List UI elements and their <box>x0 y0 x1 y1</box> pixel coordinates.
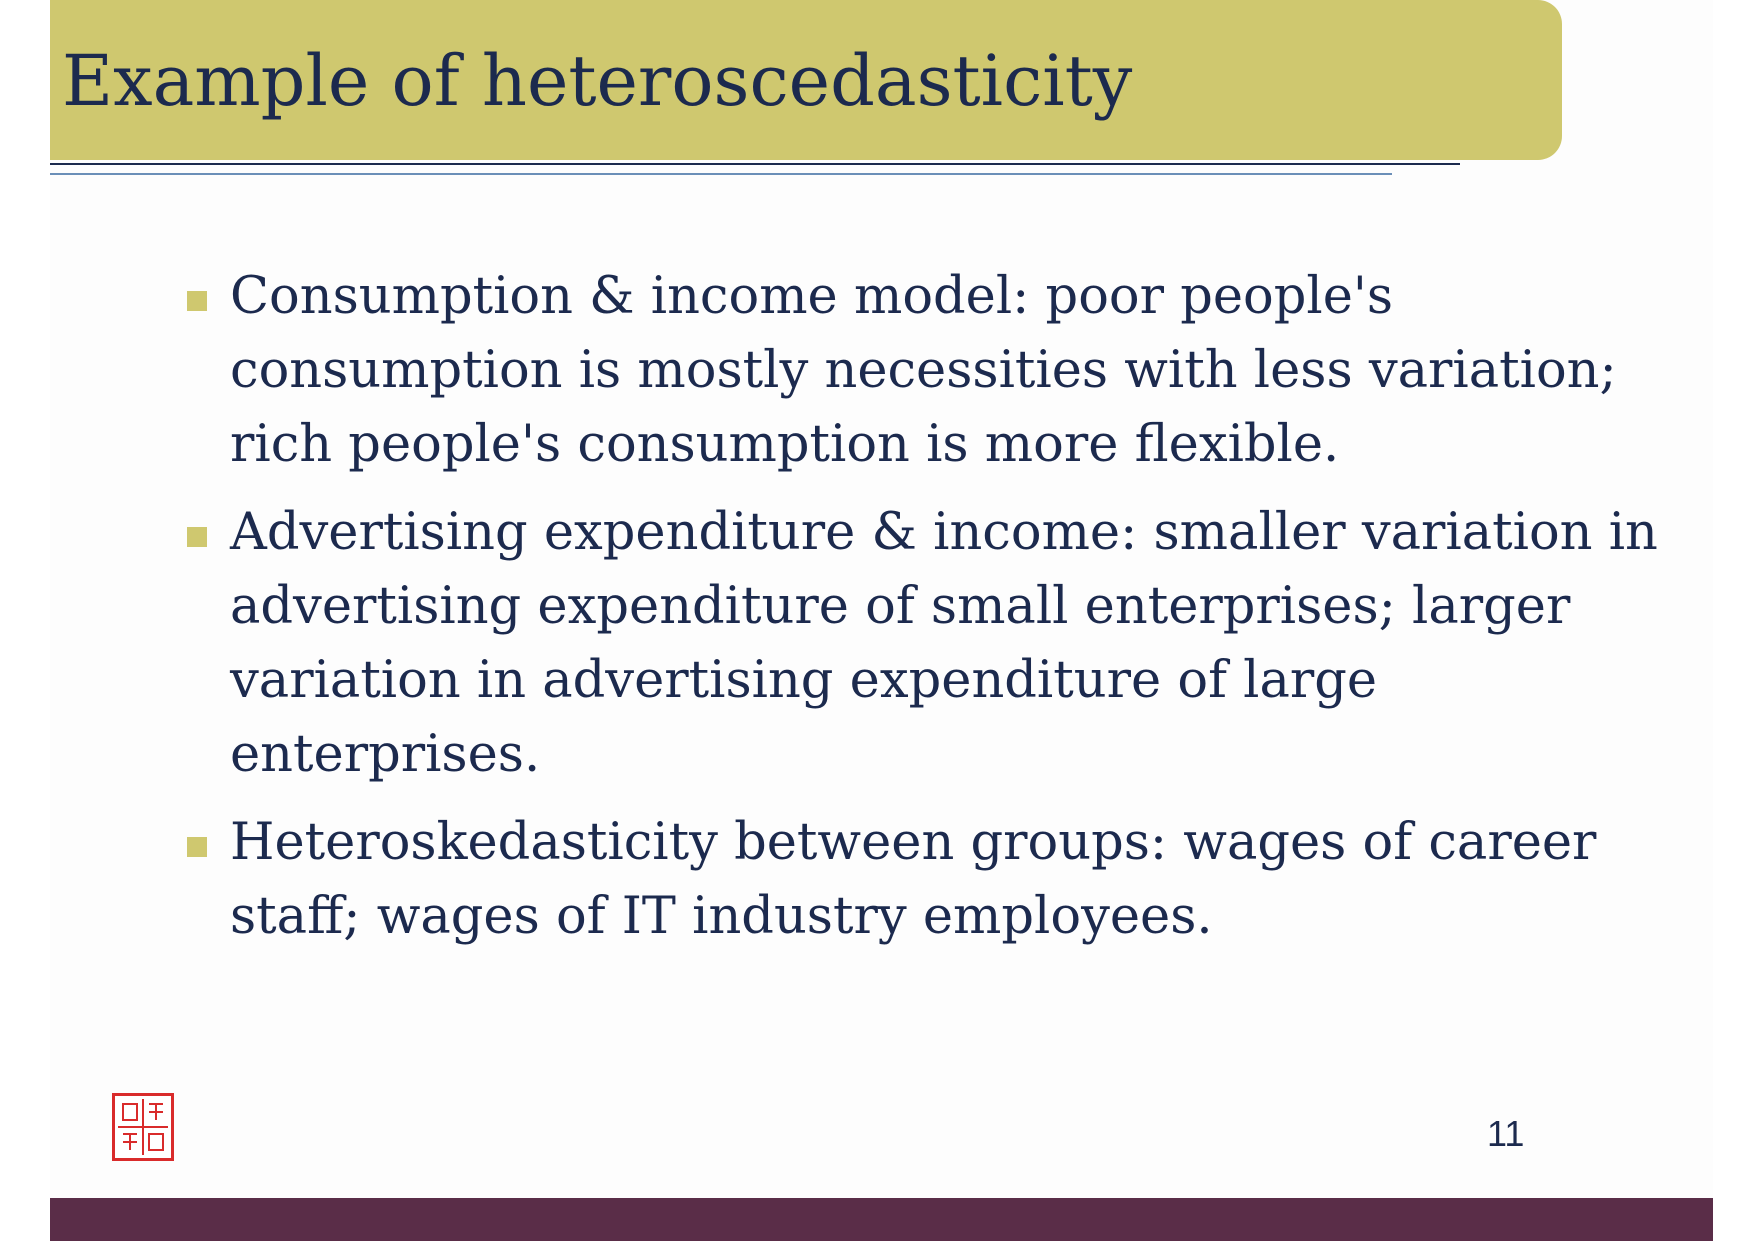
title-underline-light <box>50 173 1392 175</box>
square-bullet-icon <box>187 291 207 311</box>
bullet-text: Consumption & income model: poor people'… <box>230 267 1617 474</box>
title-band: Example of heteroscedasticity <box>50 0 1562 160</box>
bullet-item: Heteroskedasticity between groups: wages… <box>130 806 1690 954</box>
bullet-text: Heteroskedasticity between groups: wages… <box>230 813 1597 946</box>
red-seal-icon <box>112 1093 174 1161</box>
footer-band <box>50 1198 1713 1241</box>
square-bullet-icon <box>187 527 207 547</box>
bullet-list: Consumption & income model: poor people'… <box>130 260 1690 968</box>
slide: Example of heteroscedasticity Consumptio… <box>50 0 1713 1241</box>
page-number: 11 <box>1487 1113 1525 1154</box>
bullet-item: Consumption & income model: poor people'… <box>130 260 1690 482</box>
bullet-text: Advertising expenditure & income: smalle… <box>230 503 1658 784</box>
bullet-item: Advertising expenditure & income: smalle… <box>130 496 1690 792</box>
slide-title: Example of heteroscedasticity <box>62 40 1133 122</box>
square-bullet-icon <box>187 837 207 857</box>
title-underline-dark <box>50 163 1460 165</box>
